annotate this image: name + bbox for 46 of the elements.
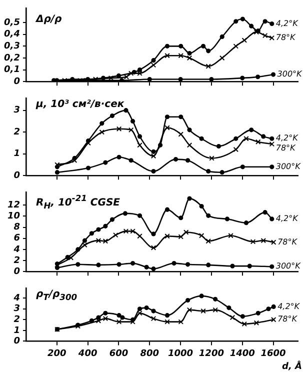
x-tick-label: 1200 (198, 348, 224, 359)
y-axis-title: Δρ/ρ (36, 14, 62, 25)
y-tick-label: 0 (14, 170, 20, 181)
series-label: 78°K (276, 144, 296, 153)
y-tick-label: 4 (12, 293, 20, 304)
y-tick-label: 12 (7, 200, 20, 210)
series-label: 300°K (277, 70, 303, 79)
y-axis-title: μ, 10³ см²/в·сек (36, 99, 124, 110)
series-label: 4,2°K (278, 302, 300, 311)
x-tick-label: 200 (48, 348, 66, 359)
x-tick-label: 600 (109, 348, 128, 359)
y-tick-label: 0,3 (4, 42, 20, 52)
y-tick-label: 0,5 (4, 18, 20, 28)
y-tick-label: 0 (14, 76, 20, 87)
series-label: 4,2°K (276, 18, 299, 28)
series-label: 78°K (278, 237, 298, 246)
x-axis-title: d, Å (282, 362, 302, 372)
series-label: 78°K (278, 314, 298, 324)
x-tick-label: 1400 (230, 348, 255, 359)
y-tick-label: 2 (14, 314, 20, 325)
y-axis-title: R$_{H}$, 10$^{-21}$ CGSE (36, 193, 120, 210)
series-label: 4,2°K (276, 134, 299, 143)
y-axis-title: ρ$_{T}$/ρ$_{300}$ (36, 289, 78, 302)
series-label: 4,2°K (276, 214, 299, 224)
x-tick-label: 800 (140, 348, 160, 359)
y-tick-label: 10 (7, 212, 20, 222)
x-tick-label: 1600 (260, 348, 286, 359)
x-tick-label: 400 (77, 348, 98, 359)
y-tick-label: 8 (14, 222, 20, 233)
y-tick-label: 1 (14, 326, 20, 336)
series-label: 300°K (276, 162, 302, 171)
y-tick-label: 0,4 (4, 30, 20, 40)
y-tick-label: 3 (14, 304, 20, 314)
y-tick-label: 2 (14, 127, 20, 138)
y-tick-label: 1 (14, 149, 20, 160)
y-tick-label: 0,1 (4, 65, 20, 76)
y-tick-label: 6 (14, 234, 20, 244)
y-tick-label: 0,2 (4, 53, 20, 64)
y-tick-label: 0 (14, 336, 20, 347)
y-tick-label: 4 (12, 244, 20, 255)
y-tick-label: 2 (14, 256, 20, 266)
y-tick-label: 3 (14, 106, 20, 116)
series-label: 300°K (276, 262, 302, 271)
y-tick-label: 0 (14, 266, 20, 277)
series-label: 78°K (276, 32, 296, 42)
x-tick-label: 1000 (168, 348, 194, 359)
